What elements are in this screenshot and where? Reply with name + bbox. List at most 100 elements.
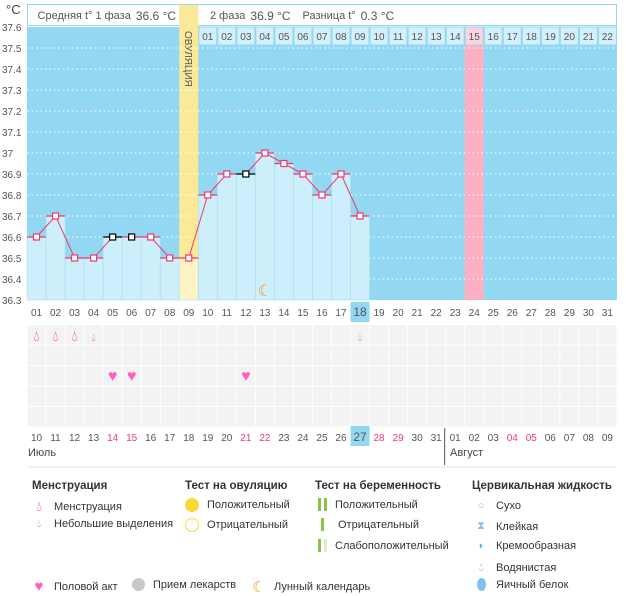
symbol-cell [408,386,427,406]
temp-bar [255,152,275,301]
legend-label: Клейкая [496,520,539,533]
y-tick-label: 36.4 [2,275,22,286]
temp-bar [197,194,218,301]
symbol-cell [351,325,370,345]
next-cycle-cell [312,26,332,46]
legend-sticky: ⧗ Клейкая [474,520,538,533]
temp-bar [45,215,66,301]
temp-marker [109,233,117,241]
phase2-value: 36.9 °C [250,8,291,23]
symbol-cell [598,386,617,406]
symbol-cell [560,325,579,345]
date-label: 15 [126,433,138,444]
symbol-cell [331,386,351,406]
temp-bar [312,194,332,301]
symbol-cell [484,366,503,386]
symbol-cell [198,366,217,386]
symbol-cell [522,345,541,365]
symbol-cell [236,325,255,345]
symbol-cell [503,325,522,345]
cycle-day-label: 06 [126,308,138,319]
phase2-stats: 2 фаза 36.9 °C Разница t° 0.3 °C [210,5,406,26]
y-tick-label: 36.8 [2,191,22,202]
date-label: 04 [507,433,519,444]
symbol-cell [503,407,522,427]
next-cycle-day: 12 [412,32,424,43]
legend-pregnancy-weak: Слабоположительный [318,539,449,552]
symbol-cell [484,325,503,345]
next-cycle-cell [274,26,294,46]
diff-value: 0.3 °C [360,8,395,23]
temp-marker [280,159,288,168]
date-label: 16 [145,433,157,444]
next-cycle-cell [540,26,560,46]
temp-bar [178,257,199,301]
heart-icon: ♥ [108,368,118,385]
temp-bar [83,257,104,301]
cycle-day-label: 28 [545,308,557,319]
symbol-cell [427,345,446,365]
symbol-cell [370,407,389,427]
date-label: 10 [31,433,43,444]
legend-spotting: 💧︎ Небольшие выделения [32,518,173,530]
symbol-cell [541,407,560,427]
date-label: 22 [259,433,271,444]
next-cycle-day: 06 [297,32,309,43]
legend-label: Прием лекарств [153,578,237,591]
legend-medication: Прием лекарств [132,578,236,591]
one-line-icon [321,518,330,531]
drop-icon: 💧︎ [36,498,42,514]
symbol-cell [274,386,293,406]
temp-marker [356,212,364,220]
y-tick-label: 37.3 [2,86,22,97]
y-tick-label: 37.1 [2,128,22,139]
legend-label: Яичный белок [496,578,569,591]
next-cycle-day: 10 [373,32,385,43]
symbol-cell [274,345,293,365]
current-day-highlight [350,302,370,322]
symbol-cell [46,366,65,386]
temp-bar [274,163,294,301]
temp-marker [299,170,307,178]
symbol-cell [179,345,198,365]
legend-label: Водянистая [496,561,557,574]
symbol-cell [331,407,351,427]
legend-creamy: ◗ Кремообразная [474,540,576,552]
moon-icon: ☾ [258,283,272,300]
symbol-cell [579,386,598,406]
symbol-cell [579,345,598,365]
symbol-cell [217,366,236,386]
temp-marker [70,254,79,262]
symbol-cell [255,345,274,365]
next-cycle-cell [502,26,522,46]
symbol-cell [389,366,408,386]
symbol-cell [179,386,198,406]
symbol-cell [84,407,103,427]
symbol-cell [84,366,103,386]
temp-bar [159,257,180,301]
next-cycle-day: 18 [526,32,538,43]
symbol-cell [331,345,351,365]
symbol-cell [598,325,617,345]
temp-marker [223,170,231,178]
next-cycle-cell [559,26,579,46]
symbol-cell [103,325,122,345]
next-cycle-cell [483,26,503,46]
temp-marker [166,254,174,262]
symbol-cell [370,366,389,386]
next-cycle-cell [236,26,256,46]
legend-label: Отрицательный [207,519,288,531]
cycle-day-label: 25 [488,308,500,319]
symbol-cell [351,386,370,406]
next-cycle-day: 22 [602,32,614,43]
y-tick-label: 36.7 [2,212,22,223]
next-cycle-day: 11 [393,32,404,43]
ovulation-label: ОВУЛЯЦИЯ [182,31,193,87]
temp-marker [242,170,250,178]
date-label: 28 [373,433,385,444]
symbol-cell [255,407,274,427]
symbol-cell [84,325,103,345]
next-cycle-day: 19 [545,32,557,43]
next-cycle-cell [369,26,389,46]
next-cycle-cell [445,26,465,46]
